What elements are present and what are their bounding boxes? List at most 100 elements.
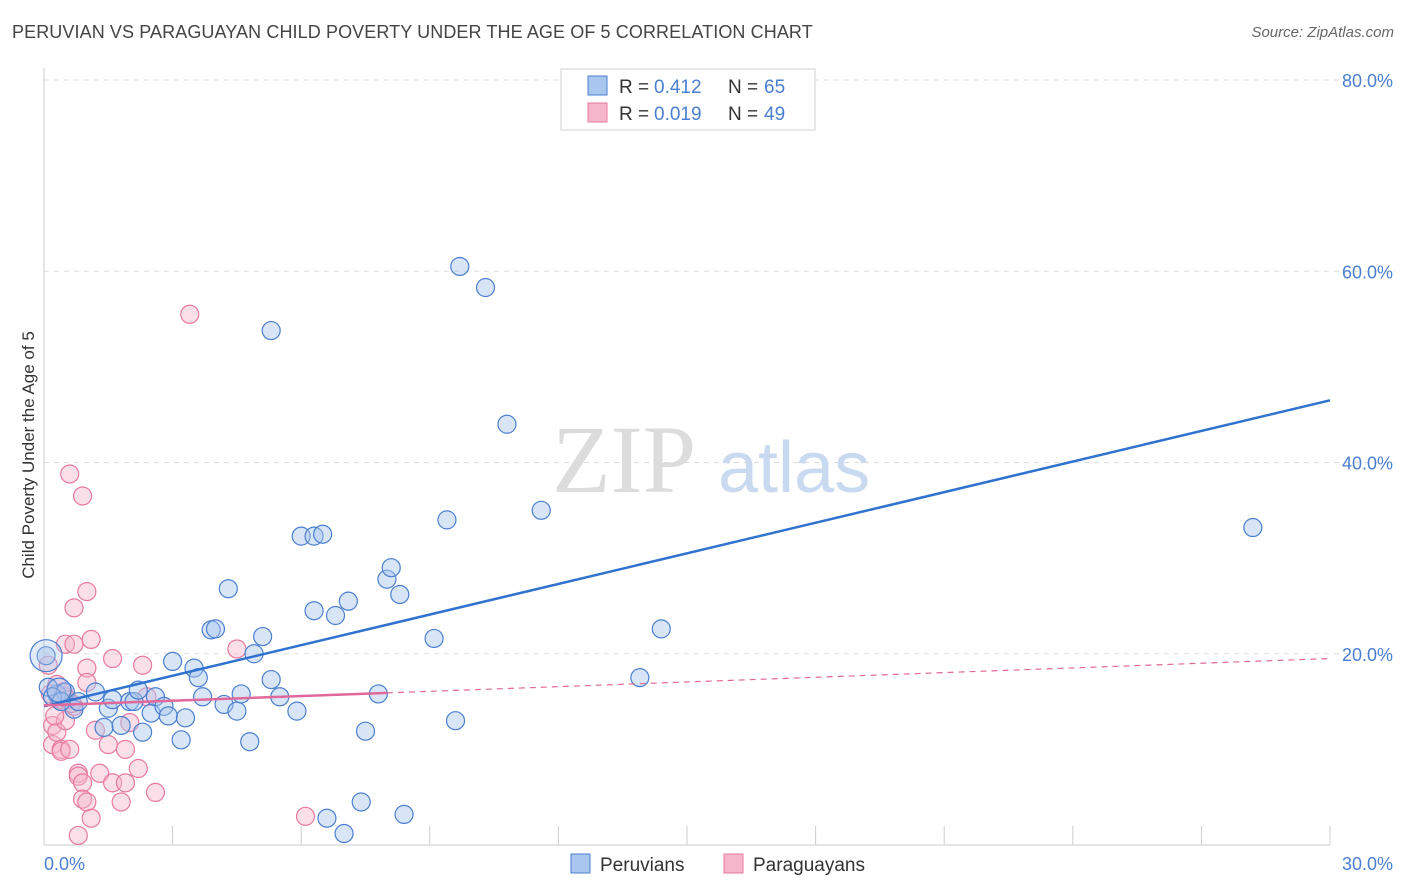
legend-swatch-peruvians: [587, 75, 608, 96]
legend-n-label-1: N =: [728, 77, 758, 98]
peruvian-point: [218, 579, 238, 599]
paraguayan-point: [45, 706, 65, 726]
peruvian-point: [287, 701, 307, 721]
peruvian-point: [630, 668, 650, 688]
paraguayan-point: [60, 739, 80, 759]
peruvians-trend-line: [43, 399, 1331, 708]
y-tick-label: 80.0%: [1342, 71, 1393, 91]
legend-n-value-2: 49: [764, 104, 785, 125]
peruvian-point: [94, 717, 114, 737]
watermark: ZIP atlas: [552, 406, 870, 513]
watermark-atlas: atlas: [718, 428, 870, 508]
peruvian-point: [231, 684, 251, 704]
trend-lines: [43, 399, 1331, 708]
peruvian-point: [497, 414, 517, 434]
paraguayan-point: [115, 773, 136, 793]
peruvian-point: [158, 706, 178, 726]
peruvian-point: [317, 808, 337, 828]
paraguayans-trend-line-extension: [386, 657, 1331, 694]
legend-swatch-paraguayans: [587, 102, 608, 123]
peruvian-point: [240, 732, 260, 752]
legend-box: R = 0.412 N = 65 R = 0.019 N = 49: [560, 68, 816, 131]
paraguayan-point: [132, 655, 153, 675]
legend-r-value-1: 0.412: [654, 77, 702, 98]
y-tick-label: 40.0%: [1342, 454, 1393, 474]
peruvian-point: [313, 524, 333, 544]
peruvian-point: [205, 619, 226, 639]
paraguayan-point: [77, 581, 97, 602]
paraguayan-point: [180, 304, 200, 324]
paraguayan-point: [115, 739, 136, 759]
chart-title: PERUVIAN VS PARAGUAYAN CHILD POVERTY UND…: [12, 22, 813, 42]
peruvian-point: [68, 691, 88, 712]
y-tick-label: 60.0%: [1342, 262, 1393, 282]
peruvian-point: [46, 677, 72, 703]
peruvian-point: [163, 651, 183, 672]
x-tick-label: 0.0%: [44, 854, 85, 874]
paraguayan-point: [72, 486, 93, 506]
paraguayan-point: [90, 763, 110, 783]
peruvian-point: [36, 646, 56, 666]
peruvian-point: [390, 584, 410, 605]
peruvian-point: [193, 687, 213, 707]
paraguayan-point: [295, 806, 316, 826]
paraguayan-point: [102, 648, 123, 669]
peruvian-point: [111, 715, 131, 736]
paraguayan-point: [81, 629, 101, 650]
peruvian-point: [102, 690, 123, 710]
paraguayan-point: [145, 782, 166, 803]
peruvian-point: [338, 591, 358, 611]
paraguayan-point: [77, 658, 97, 678]
gridlines: [44, 79, 1395, 655]
peruvian-point: [475, 277, 496, 298]
legend-r-value-2: 0.019: [654, 104, 702, 125]
bottom-legend: Peruvians Paraguayans: [570, 853, 865, 876]
peruvian-point: [304, 601, 324, 621]
peruvians-points: [29, 256, 1263, 844]
y-axis-label: Child Poverty Under the Age of 5: [19, 331, 38, 579]
y-tick-label: 20.0%: [1342, 645, 1393, 665]
peruvian-point: [227, 701, 247, 721]
peruvian-point: [132, 722, 153, 742]
paraguayan-point: [98, 734, 118, 755]
paraguayan-point: [64, 598, 84, 618]
peruvian-point: [394, 804, 414, 825]
peruvian-point: [325, 605, 346, 626]
paraguayans-points: [38, 304, 316, 846]
paraguayan-point: [128, 758, 148, 779]
peruvian-point: [424, 628, 444, 649]
x-tick-label: 30.0%: [1342, 854, 1393, 874]
legend-r-label-2: R =: [619, 104, 649, 125]
peruvian-point: [355, 721, 376, 741]
peruvian-point: [1243, 517, 1263, 538]
peruvian-point: [450, 256, 470, 277]
peruvian-point: [334, 823, 354, 844]
peruvian-point: [29, 639, 63, 673]
peruvian-point: [261, 669, 281, 690]
paraguayans-trend-line: [43, 691, 387, 707]
legend-n-label-2: N =: [728, 104, 758, 125]
legend-r-label-1: R =: [619, 77, 649, 98]
peruvian-point: [437, 510, 457, 530]
source-label: Source: ZipAtlas.com: [1251, 24, 1394, 41]
peruvian-point: [651, 619, 671, 639]
paraguayan-point: [227, 639, 247, 659]
peruvian-point: [531, 500, 551, 520]
peruvian-point: [171, 730, 191, 750]
peruvian-point: [377, 569, 397, 589]
tick-labels: 20.0% 40.0% 60.0% 80.0% 0.0% 30.0%: [44, 71, 1393, 874]
paraguayan-point: [72, 773, 93, 793]
bottom-legend-swatch-peruvians: [570, 853, 591, 874]
peruvian-point: [381, 558, 401, 578]
paraguayan-point: [60, 464, 80, 484]
peruvian-point: [261, 320, 281, 341]
paraguayan-point: [111, 792, 131, 812]
peruvian-point: [175, 708, 196, 728]
paraguayan-point: [64, 634, 84, 654]
bottom-legend-swatch-paraguayans: [723, 853, 744, 874]
paraguayan-point: [81, 808, 101, 828]
bottom-legend-paraguayans: Paraguayans: [753, 855, 865, 876]
peruvian-point: [253, 626, 273, 647]
bottom-legend-peruvians: Peruvians: [600, 855, 685, 876]
